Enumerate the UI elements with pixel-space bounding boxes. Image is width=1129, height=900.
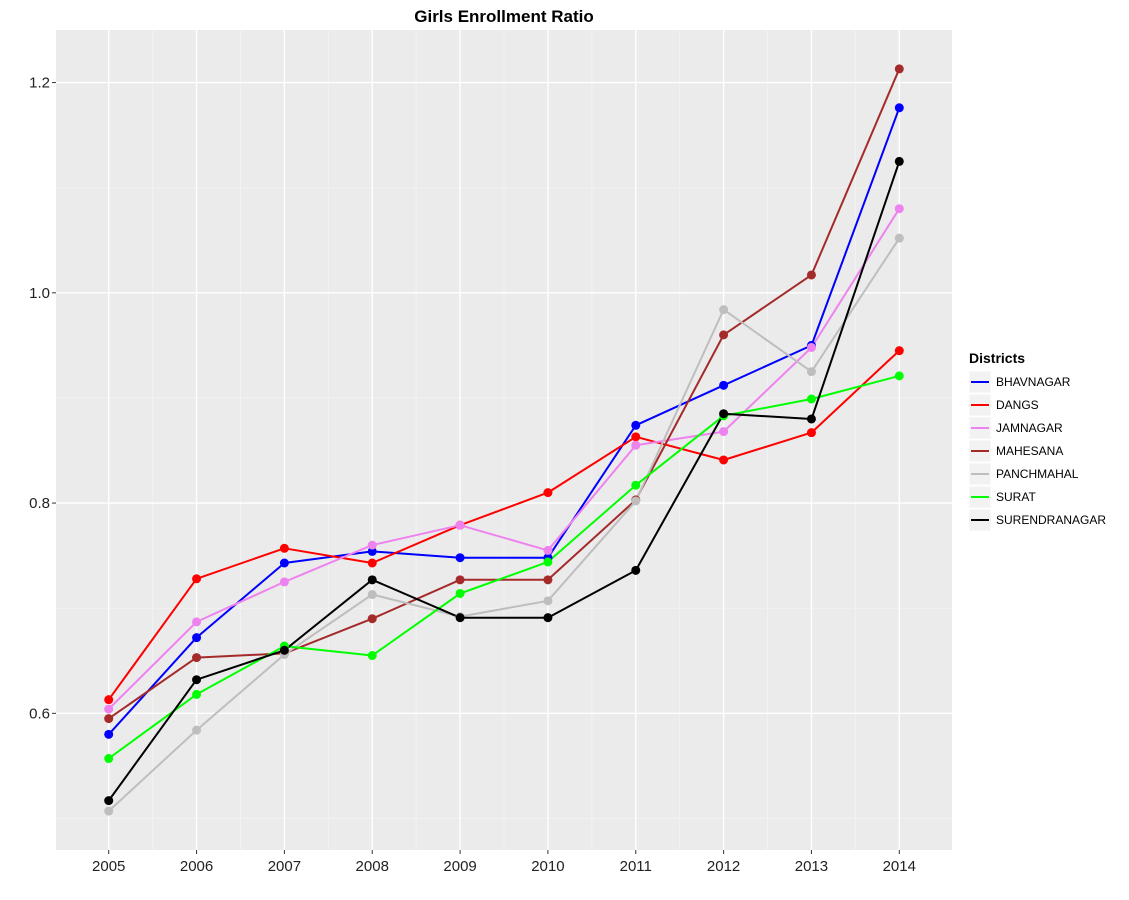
data-point-jamnagar [719,427,729,437]
x-tick-label: 2011 [620,858,652,875]
x-tick-label: 2012 [707,858,740,875]
data-point-dangs [192,574,202,584]
series-line-jamnagar [107,208,901,710]
data-point-mahesana [367,614,377,624]
x-tick-label: 2013 [795,858,828,875]
data-point-mahesana [894,64,904,74]
x-tick-label: 2008 [356,858,389,875]
x-tick-label: 2009 [443,858,476,875]
data-point-dangs [894,346,904,356]
y-tick-label: 1.2 [29,75,50,92]
data-point-surat [104,754,114,764]
data-point-surat [543,557,553,567]
data-point-panchmahal [894,233,904,243]
data-point-jamnagar [543,545,553,555]
data-point-surendranagar [543,613,553,623]
x-tick-label: 2010 [531,858,564,875]
data-point-dangs [104,695,114,705]
y-tick-label: 0.6 [29,705,50,722]
data-point-surat [894,371,904,381]
series-line-bhavnagar [107,107,901,736]
data-point-mahesana [543,575,553,585]
data-point-mahesana [104,714,114,724]
data-point-surendranagar [631,565,641,575]
y-axis: 0.6 0.8 1.0 1.2 [29,75,56,722]
data-point-jamnagar [367,540,377,550]
legend-label-surendranagar: SURENDRANAGAR [996,513,1106,527]
data-point-bhavnagar [279,558,289,568]
data-point-surat [806,394,816,404]
data-point-mahesana [719,330,729,340]
data-point-bhavnagar [104,729,114,739]
data-point-surat [192,689,202,699]
data-point-dangs [279,543,289,553]
data-point-jamnagar [806,342,816,352]
data-point-dangs [543,488,553,498]
legend-label-mahesana: MAHESANA [996,444,1063,458]
x-tick-label: 2014 [883,858,916,875]
data-point-mahesana [455,575,465,585]
data-point-panchmahal [719,305,729,315]
data-point-dangs [719,455,729,465]
data-point-panchmahal [192,725,202,735]
data-point-mahesana [806,270,816,280]
data-point-bhavnagar [894,103,904,113]
data-point-panchmahal [806,367,816,377]
legend-label-jamnagar: JAMNAGAR [996,421,1063,435]
data-point-panchmahal [631,496,641,506]
data-point-surendranagar [719,409,729,419]
x-tick-label: 2006 [180,858,213,875]
y-tick-label: 1.0 [29,285,50,302]
x-axis: 2005 2006 2007 2008 2009 2010 2011 2012 2013 2014 [92,850,916,875]
series-points [104,64,904,816]
data-point-panchmahal [543,596,553,606]
data-point-dangs [631,432,641,442]
data-point-surendranagar [367,575,377,585]
data-point-surat [367,651,377,661]
data-point-panchmahal [367,590,377,600]
data-point-jamnagar [104,704,114,714]
data-point-jamnagar [192,617,202,627]
series-lines [107,68,901,812]
data-point-surendranagar [806,414,816,424]
series-line-surat [108,374,900,760]
data-point-mahesana [192,653,202,663]
legend-label-dangs: DANGS [996,398,1039,412]
data-point-bhavnagar [719,380,729,390]
data-point-surendranagar [455,613,465,623]
data-point-bhavnagar [455,553,465,563]
data-point-jamnagar [894,204,904,214]
data-point-dangs [367,558,377,568]
legend-label-bhavnagar: BHAVNAGAR [996,375,1071,389]
data-point-dangs [806,428,816,438]
data-point-surendranagar [279,645,289,655]
data-point-jamnagar [631,440,641,450]
data-point-surendranagar [192,675,202,685]
major-gridlines [56,30,952,850]
series-line-mahesana [108,68,901,720]
series-line-dangs [107,349,900,701]
data-point-bhavnagar [367,546,377,556]
data-point-surendranagar [104,796,114,806]
data-point-jamnagar [455,520,465,530]
data-point-bhavnagar [631,420,641,430]
legend: Districts BHAVNAGAR DANGS JAMNAGAR MAHESANA… [968,350,1106,532]
data-point-surat [631,480,641,490]
data-point-surat [455,588,465,598]
data-point-jamnagar [279,577,289,587]
legend-label-panchmahal: PANCHMAHAL [996,467,1079,481]
series-line-surendranagar [107,161,901,802]
data-point-surendranagar [894,156,904,166]
data-point-bhavnagar [192,633,202,643]
series-line-panchmahal [108,237,901,812]
legend-title: Districts [969,350,1025,366]
data-point-panchmahal [104,806,114,816]
x-tick-label: 2005 [92,858,125,875]
y-tick-label: 0.8 [29,495,50,512]
x-tick-label: 2007 [268,858,301,875]
chart-title: Girls Enrollment Ratio [414,7,593,26]
legend-label-surat: SURAT [996,490,1036,504]
